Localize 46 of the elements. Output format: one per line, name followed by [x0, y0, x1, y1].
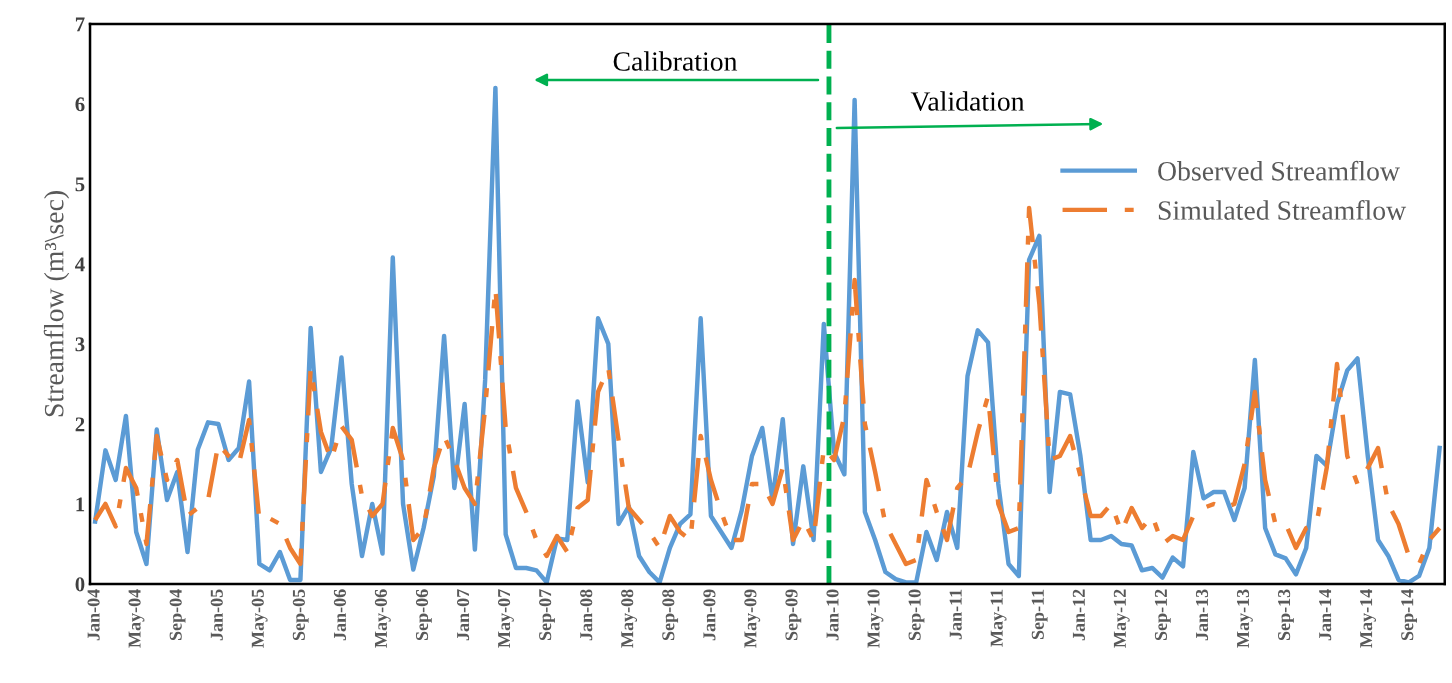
x-tick-label: Jan-14 — [1319, 589, 1332, 641]
x-tick-label: Sep-04 — [169, 589, 186, 641]
x-tick-label: Jan-09 — [703, 589, 716, 641]
y-tick-label: 1 — [76, 497, 85, 512]
legend-label: Simulated Streamflow — [1158, 200, 1407, 220]
x-tick-label: Jan-06 — [333, 589, 346, 641]
annotation: Validation — [910, 91, 1025, 112]
annotation: Calibration — [613, 51, 738, 71]
y-tick-label: 7 — [75, 17, 85, 32]
x-tick-label: Jan-04 — [87, 589, 100, 641]
x-tick-label: Sep-12 — [1154, 589, 1171, 641]
x-tick-label: Sep-08 — [662, 589, 679, 641]
x-tick-label: Sep-13 — [1278, 589, 1294, 641]
x-tick-label: May-09 — [744, 589, 761, 648]
x-tick-label: May-13 — [1236, 589, 1253, 648]
x-tick-label: May-05 — [251, 589, 268, 648]
x-tick-label: Sep-07 — [539, 589, 555, 641]
x-tick-label: Jan-07 — [456, 589, 470, 641]
x-tick-label: May-06 — [374, 589, 391, 648]
x-tick-label: May-12 — [1113, 589, 1130, 648]
x-tick-label: May-10 — [867, 589, 884, 648]
y-tick-label: 6 — [75, 97, 85, 112]
x-tick-label: Jan-10 — [826, 589, 839, 641]
x-tick-label: Sep-09 — [785, 589, 802, 641]
x-tick-label: May-07 — [497, 589, 514, 648]
x-tick-label: May-11 — [990, 589, 1007, 647]
x-tick-label: Sep-10 — [908, 589, 925, 641]
y-tick-label: 2 — [75, 417, 85, 432]
y-tick-label: 0 — [75, 577, 85, 592]
x-tick-label: Jan-12 — [1072, 589, 1085, 641]
x-tick-label: Jan-11 — [949, 589, 962, 640]
x-tick-label: Jan-13 — [1195, 589, 1209, 641]
y-tick-label: 3 — [75, 337, 85, 352]
x-tick-label: Jan-08 — [580, 589, 593, 641]
x-tick-label: Sep-05 — [292, 589, 309, 641]
legend-label: Observed Streamflow — [1158, 160, 1400, 181]
x-tick-label: May-14 — [1360, 589, 1376, 648]
x-tick-label: Jan-05 — [210, 589, 223, 641]
y-axis-title: Streamflow (m³\sec) — [43, 191, 70, 417]
x-tick-label: Sep-06 — [415, 589, 432, 641]
x-tick-label: Sep-14 — [1401, 589, 1418, 641]
y-tick-label: 5 — [75, 177, 85, 192]
x-tick-label: May-04 — [128, 589, 145, 648]
y-tick-label: 4 — [75, 257, 85, 272]
x-tick-label: May-08 — [621, 589, 638, 648]
x-tick-label: Sep-11 — [1031, 589, 1048, 640]
